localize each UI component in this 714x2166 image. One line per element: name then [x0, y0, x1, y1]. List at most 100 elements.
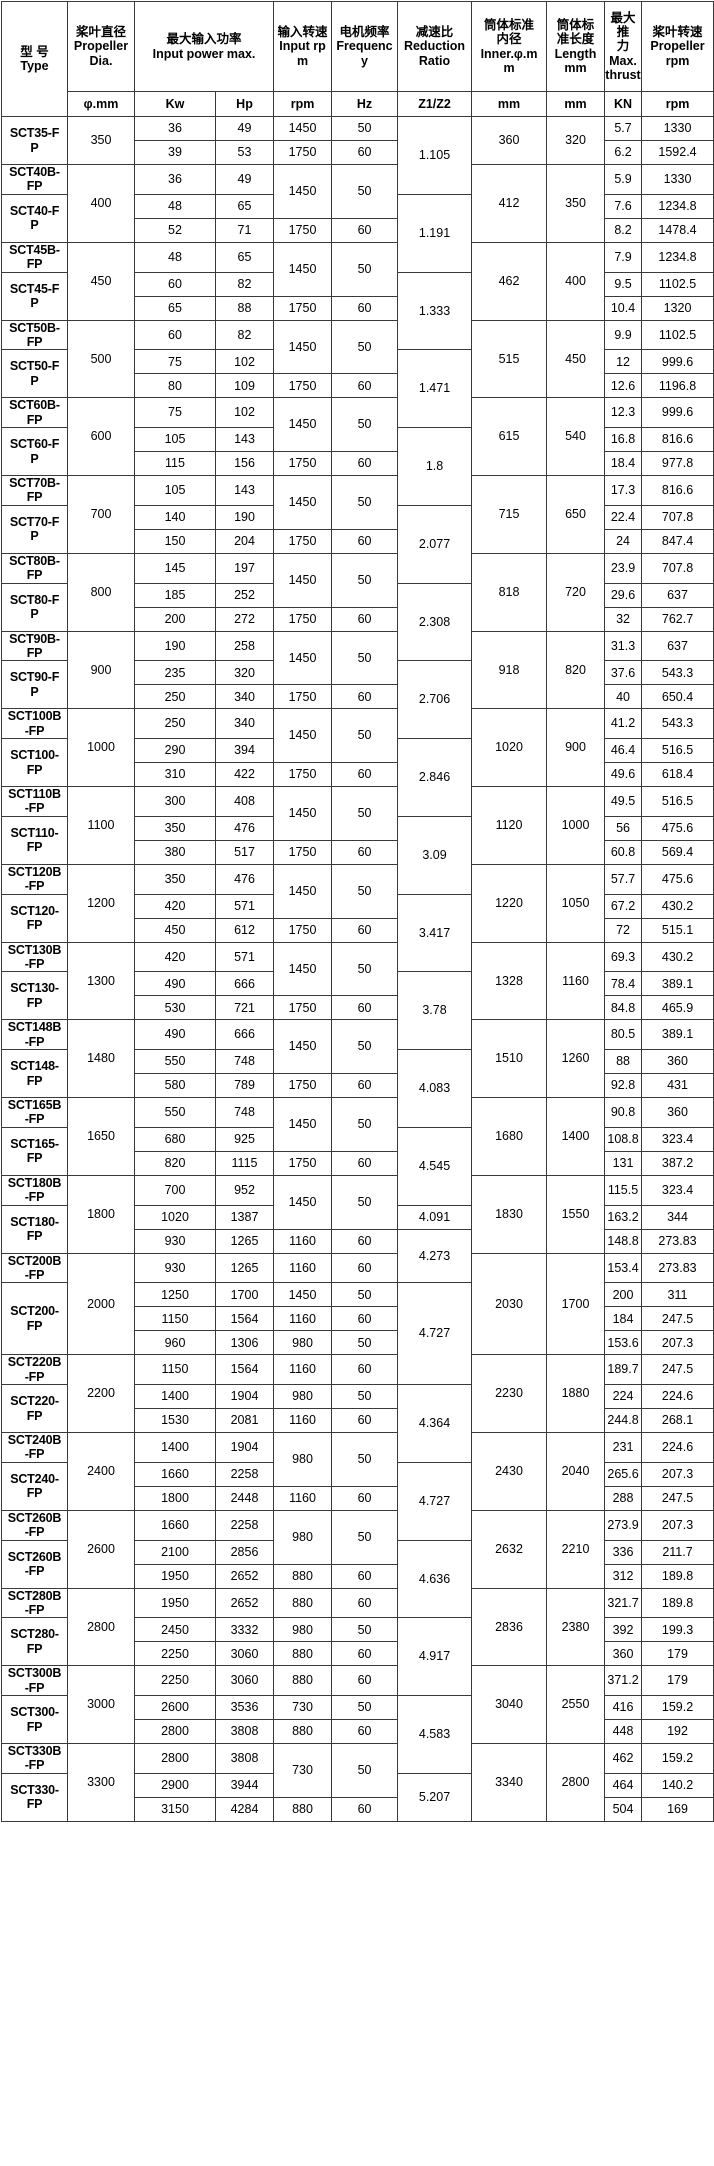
cell-reduction-ratio: 1.105 [397, 116, 473, 195]
cell-input-power-kw: 930 [134, 1252, 216, 1284]
cell-max-thrust: 8.2 [604, 217, 643, 243]
cell-frequency: 50 [331, 1384, 399, 1409]
cell-propeller-rpm: 211.7 [641, 1539, 714, 1565]
cell-input-power-hp: 721 [214, 995, 275, 1021]
table-row: 115 156 1750 60 18.4 977.8 [2, 451, 714, 476]
cell-max-thrust: 37.6 [604, 660, 643, 686]
cell-propeller-dia: 1100 [67, 786, 135, 865]
cell-input-power-kw: 1800 [134, 1485, 216, 1511]
cell-input-power-hp: 3536 [214, 1695, 275, 1720]
cell-max-thrust: 92.8 [604, 1073, 643, 1098]
cell-type: SCT220- FP [1, 1384, 68, 1433]
cell-type: SCT148- FP [1, 1049, 68, 1098]
cell-max-thrust: 49.5 [604, 786, 643, 817]
cell-input-rpm: 880 [273, 1719, 333, 1744]
cell-frequency: 60 [331, 295, 399, 321]
cell-input-power-hp: 789 [214, 1073, 275, 1098]
cell-input-rpm: 1750 [273, 373, 333, 399]
cell-propeller-dia: 1200 [67, 863, 135, 943]
cell-inner-diameter: 412 [471, 164, 548, 243]
cell-input-power-hp: 143 [214, 475, 275, 506]
cell-propeller-rpm: 475.6 [641, 863, 714, 895]
cell-propeller-rpm: 465.9 [641, 995, 714, 1021]
cell-length: 720 [546, 552, 606, 632]
cell-propeller-rpm: 360 [641, 1049, 714, 1074]
cell-propeller-rpm: 189.8 [641, 1563, 714, 1589]
cell-type: SCT200B -FP [1, 1252, 68, 1284]
cell-input-power-kw: 700 [134, 1174, 216, 1206]
table-row: SCT240B -FP 2400 1400 1904 980 50 2430 2040 231 22… [1, 1432, 714, 1511]
table-row: SCT280B -FP 2800 1950 2652 880 60 2836 2380 321.7… [1, 1587, 714, 1667]
cell-max-thrust: 5.9 [604, 164, 643, 195]
cell-max-thrust: 108.8 [604, 1126, 643, 1152]
cell-length: 2550 [546, 1665, 606, 1744]
cell-max-thrust: 32 [604, 606, 643, 632]
table-row: SCT260B -FP 2100 2856 4.636 336 211.7 [1, 1539, 714, 1619]
table-row: SCT148B -FP 1480 490 666 1450 50 1510 1260 80.5 38… [1, 1019, 714, 1098]
cell-length: 900 [546, 708, 606, 787]
column-header-input-rpm: 输入转速 Input rp m [273, 1, 333, 92]
cell-max-thrust: 131 [604, 1150, 643, 1176]
cell-input-power-kw: 39 [134, 140, 216, 165]
table-row: 2250 3060 880 60 360 179 [2, 1641, 714, 1667]
cell-input-power-hp: 4284 [214, 1796, 275, 1822]
table-row: SCT40-F P 48 65 1.191 7.6 1234.8 [1, 193, 714, 273]
cell-inner-diameter: 2430 [471, 1432, 548, 1511]
cell-frequency: 60 [331, 1228, 399, 1254]
cell-input-power-kw: 2800 [134, 1743, 216, 1774]
cell-propeller-dia: 1480 [67, 1019, 135, 1098]
cell-input-power-kw: 580 [134, 1073, 216, 1098]
cell-type: SCT330B -FP [1, 1743, 68, 1774]
cell-propeller-dia: 1800 [67, 1174, 135, 1254]
cell-input-power-kw: 450 [134, 917, 216, 943]
cell-propeller-rpm: 169 [641, 1796, 714, 1822]
cell-input-power-kw: 105 [134, 427, 216, 452]
cell-input-power-kw: 2250 [134, 1665, 216, 1696]
cell-type: SCT110- FP [1, 815, 68, 865]
cell-max-thrust: 464 [604, 1772, 643, 1798]
cell-reduction-ratio: 4.091 [397, 1204, 473, 1230]
cell-propeller-rpm: 515.1 [641, 917, 714, 943]
table-row: 200 272 1750 60 32 762.7 [2, 606, 714, 632]
table-row: SCT40B- FP 400 36 49 1450 50 412 350 5.9 1330 [1, 164, 714, 243]
cell-propeller-rpm: 1102.5 [641, 319, 714, 351]
cell-input-power-kw: 190 [134, 630, 216, 662]
cell-frequency: 50 [331, 164, 399, 219]
cell-length: 400 [546, 241, 606, 321]
cell-frequency: 50 [331, 1695, 399, 1720]
cell-max-thrust: 7.9 [604, 241, 643, 273]
table-row: 310 422 1750 60 49.6 618.4 [2, 762, 714, 787]
table-row: SCT130- FP 490 666 3.78 78.4 389.1 [1, 971, 714, 1050]
cell-input-power-kw: 2100 [134, 1539, 216, 1565]
cell-input-rpm: 1750 [273, 1073, 333, 1098]
cell-type: SCT200- FP [1, 1282, 68, 1356]
cell-input-rpm: 1450 [273, 1097, 333, 1152]
cell-input-rpm: 730 [273, 1743, 333, 1798]
cell-propeller-dia: 2200 [67, 1354, 135, 1433]
cell-input-power-hp: 49 [214, 116, 275, 141]
cell-frequency: 60 [331, 1306, 399, 1332]
cell-max-thrust: 448 [604, 1719, 643, 1744]
cell-type: SCT300- FP [1, 1695, 68, 1744]
cell-reduction-ratio: 4.917 [397, 1617, 473, 1696]
cell-inner-diameter: 818 [471, 552, 548, 632]
column-header-type: 型 号 Type [1, 1, 68, 117]
cell-max-thrust: 84.8 [604, 995, 643, 1021]
cell-type: SCT110B -FP [1, 786, 68, 817]
cell-max-thrust: 29.6 [604, 582, 643, 608]
cell-propeller-dia: 2000 [67, 1252, 135, 1356]
cell-propeller-rpm: 1330 [641, 116, 714, 141]
cell-max-thrust: 46.4 [604, 738, 643, 763]
cell-input-power-hp: 3332 [214, 1617, 275, 1643]
cell-propeller-rpm: 569.4 [641, 839, 714, 865]
cell-propeller-dia: 500 [67, 319, 135, 399]
cell-input-power-hp: 394 [214, 738, 275, 763]
cell-input-power-hp: 476 [214, 863, 275, 895]
cell-type: SCT130- FP [1, 971, 68, 1021]
cell-length: 1000 [546, 786, 606, 865]
cell-inner-diameter: 515 [471, 319, 548, 399]
cell-inner-diameter: 1020 [471, 708, 548, 787]
cell-inner-diameter: 1510 [471, 1019, 548, 1098]
cell-input-power-kw: 2600 [134, 1695, 216, 1720]
